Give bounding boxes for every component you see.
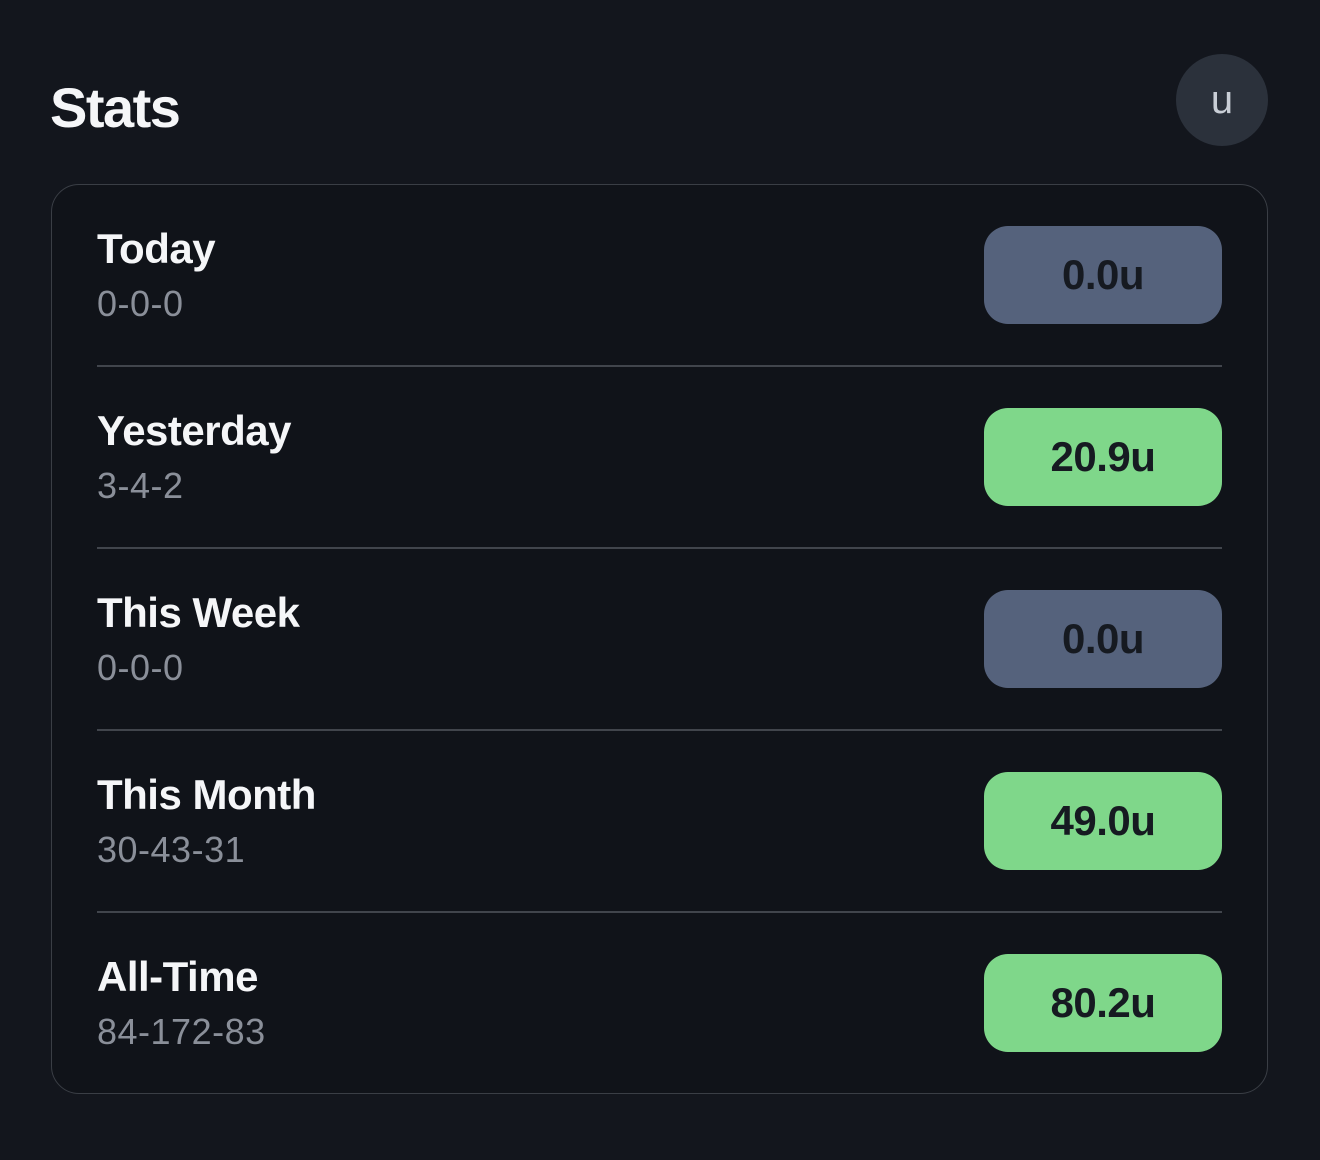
stat-units-badge: 20.9u — [984, 408, 1222, 506]
stat-row-text: This Month 30-43-31 — [97, 771, 316, 871]
avatar-initial: u — [1210, 77, 1234, 122]
stat-row: Yesterday 3-4-2 20.9u — [97, 365, 1222, 547]
stat-record: 3-4-2 — [97, 465, 184, 507]
stat-row-text: Yesterday 3-4-2 — [97, 407, 291, 507]
stat-row: Today 0-0-0 0.0u — [97, 185, 1222, 365]
stat-record: 0-0-0 — [97, 283, 184, 325]
stat-row: All-Time 84-172-83 80.2u — [97, 911, 1222, 1093]
stat-row-text: Today 0-0-0 — [97, 225, 216, 325]
user-avatar[interactable]: u — [1176, 54, 1268, 146]
stat-record: 0-0-0 — [97, 647, 184, 689]
stat-units-badge: 80.2u — [984, 954, 1222, 1052]
stat-period-label: This Month — [97, 771, 316, 819]
stat-row: This Month 30-43-31 49.0u — [97, 729, 1222, 911]
stat-period-label: All-Time — [97, 953, 258, 1001]
page-title: Stats — [50, 76, 181, 139]
stat-record: 30-43-31 — [97, 829, 246, 871]
stat-row-text: All-Time 84-172-83 — [97, 953, 266, 1053]
stat-record: 84-172-83 — [97, 1011, 266, 1053]
stat-units-badge: 49.0u — [984, 772, 1222, 870]
page-header: Stats u — [0, 0, 1320, 146]
stat-period-label: Yesterday — [97, 407, 291, 455]
stat-units-badge: 0.0u — [984, 590, 1222, 688]
stat-row-text: This Week 0-0-0 — [97, 589, 300, 689]
stats-card: Today 0-0-0 0.0u Yesterday 3-4-2 20.9u T… — [51, 184, 1268, 1094]
stat-period-label: Today — [97, 225, 216, 273]
stat-units-badge: 0.0u — [984, 226, 1222, 324]
stat-period-label: This Week — [97, 589, 300, 637]
stat-row: This Week 0-0-0 0.0u — [97, 547, 1222, 729]
